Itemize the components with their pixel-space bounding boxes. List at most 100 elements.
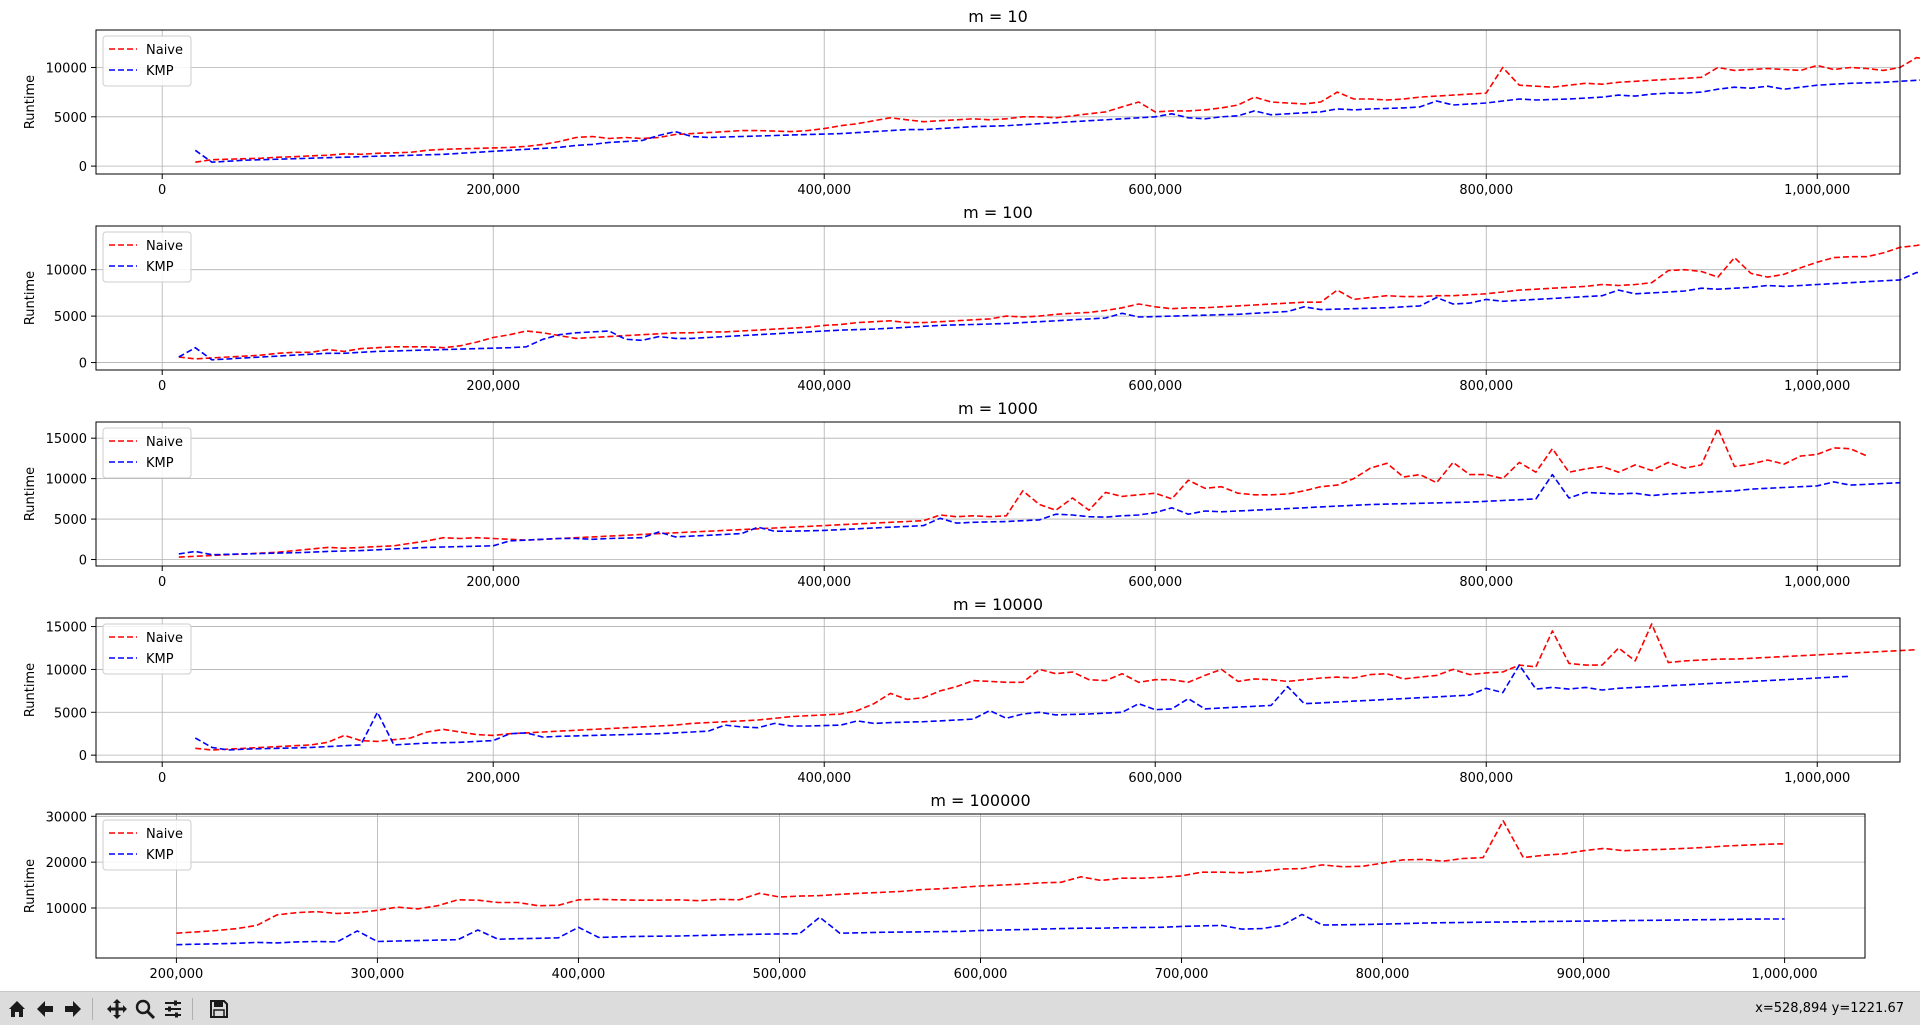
series-line-naive: [178, 243, 1920, 360]
save-button[interactable]: [206, 996, 232, 1022]
plot-frame: [95, 421, 1901, 567]
x-tick-label: 600,000: [1128, 183, 1182, 198]
y-axis-label: Runtime: [23, 467, 38, 521]
x-tick-label: 600,000: [1128, 379, 1182, 394]
x-tick-label: 0: [158, 183, 166, 198]
y-tick-label: 10000: [46, 663, 87, 678]
legend-label-kmp: KMP: [146, 260, 174, 275]
legend-box: [102, 35, 192, 87]
figure-canvas: m = 10 Runtime 0 200,000 400,000 600,000 800,0…: [23, 7, 1920, 982]
subplot-title: m = 100: [963, 203, 1033, 222]
x-tick-label: 800,000: [1459, 183, 1513, 198]
legend-label-naive: Naive: [146, 435, 183, 450]
arrow-left-icon: [37, 1001, 53, 1017]
x-tick-label: 900,000: [1557, 967, 1611, 982]
subplot-1: m = 10 Runtime 0 200,000 400,000 600,000 800,0…: [23, 7, 1920, 198]
legend-box: [102, 819, 192, 871]
x-tick-label: 600,000: [1128, 771, 1182, 786]
y-axis-label: Runtime: [23, 75, 38, 129]
subplot-2: m = 100 Runtime 0 200,000 400,000 600,000 800,…: [23, 203, 1920, 394]
x-tick-label: 800,000: [1459, 379, 1513, 394]
plot-frame: [95, 617, 1901, 763]
y-tick-label: 10000: [46, 902, 87, 917]
sliders-icon: [165, 1000, 181, 1018]
series-line-kmp: [178, 271, 1920, 361]
subplot-title: m = 1000: [958, 399, 1038, 418]
x-tick-label: 700,000: [1155, 967, 1209, 982]
x-tick-label: 400,000: [797, 183, 851, 198]
series-line-kmp: [178, 473, 1901, 556]
y-tick-label: 15000: [46, 621, 87, 636]
x-tick-label: 0: [158, 575, 166, 590]
legend-label-kmp: KMP: [146, 456, 174, 471]
y-tick-label: 0: [79, 357, 87, 372]
legend-label-naive: Naive: [146, 631, 183, 646]
forward-button[interactable]: [60, 996, 86, 1022]
y-tick-label: 10000: [46, 264, 87, 279]
subplot-title: m = 100000: [930, 791, 1030, 810]
y-tick-label: 15000: [46, 432, 87, 447]
y-tick-label: 5000: [54, 111, 87, 126]
x-tick-label: 400,000: [797, 575, 851, 590]
y-axis-label: Runtime: [23, 859, 38, 913]
x-tick-label: 400,000: [552, 967, 606, 982]
x-tick-label: 800,000: [1356, 967, 1410, 982]
magnifier-icon: [135, 999, 156, 1020]
legend: Naive KMP: [102, 819, 192, 871]
home-button[interactable]: [4, 996, 30, 1022]
x-tick-label: 300,000: [351, 967, 405, 982]
series-line-kmp: [194, 79, 1920, 163]
series-line-kmp: [176, 913, 1785, 946]
x-tick-label: 200,000: [466, 379, 520, 394]
y-tick-label: 10000: [46, 61, 87, 76]
plot-frame: [95, 813, 1866, 959]
home-icon: [9, 1001, 25, 1017]
x-tick-label: 400,000: [797, 379, 851, 394]
y-tick-label: 0: [79, 554, 87, 569]
arrow-right-icon: [65, 1001, 81, 1017]
y-axis-label: Runtime: [23, 663, 38, 717]
toolbar-separator: [92, 998, 93, 1020]
y-tick-label: 20000: [46, 856, 87, 871]
y-tick-label: 10000: [46, 473, 87, 488]
legend-label-naive: Naive: [146, 43, 183, 58]
x-tick-label: 200,000: [150, 967, 204, 982]
y-tick-label: 5000: [54, 706, 87, 721]
x-tick-label: 500,000: [753, 967, 807, 982]
legend-label-naive: Naive: [146, 239, 183, 254]
navigation-toolbar: x=528,894 y=1221.67: [0, 991, 1920, 1025]
x-tick-label: 1,000,000: [1784, 183, 1850, 198]
x-tick-label: 0: [158, 379, 166, 394]
x-tick-label: 400,000: [797, 771, 851, 786]
x-tick-label: 800,000: [1459, 575, 1513, 590]
plot-frame: [95, 225, 1901, 371]
series-line-naive: [178, 427, 1868, 558]
x-tick-label: 1,000,000: [1784, 771, 1850, 786]
series-line-naive: [195, 56, 1920, 163]
subplot-3: m = 1000 Runtime 0 200,000 400,000 600,000 800…: [23, 399, 1901, 590]
x-tick-label: 1,000,000: [1752, 967, 1818, 982]
y-axis-label: Runtime: [23, 271, 38, 325]
x-tick-label: 600,000: [1128, 575, 1182, 590]
legend: Naive KMP: [102, 35, 192, 87]
y-tick-label: 30000: [46, 810, 87, 825]
x-tick-label: 800,000: [1459, 771, 1513, 786]
legend: Naive KMP: [102, 231, 192, 283]
back-button[interactable]: [32, 996, 58, 1022]
x-tick-label: 200,000: [466, 183, 520, 198]
cursor-coordinates: x=528,894 y=1221.67: [1755, 1001, 1904, 1016]
configure-subplots-button[interactable]: [160, 996, 186, 1022]
zoom-button[interactable]: [132, 996, 158, 1022]
subplot-title: m = 10000: [953, 595, 1043, 614]
x-tick-label: 600,000: [954, 967, 1008, 982]
series-line-naive: [195, 623, 1917, 751]
legend-box: [102, 623, 192, 675]
series-line-kmp: [194, 664, 1851, 751]
subplot-title: m = 10: [968, 7, 1028, 26]
x-tick-label: 1,000,000: [1784, 575, 1850, 590]
subplot-5: m = 100000 Runtime 200,000 300,000 400,000 50…: [23, 791, 1866, 982]
y-tick-label: 0: [79, 749, 87, 764]
pan-button[interactable]: [104, 996, 130, 1022]
x-tick-label: 200,000: [466, 575, 520, 590]
x-tick-label: 200,000: [466, 771, 520, 786]
